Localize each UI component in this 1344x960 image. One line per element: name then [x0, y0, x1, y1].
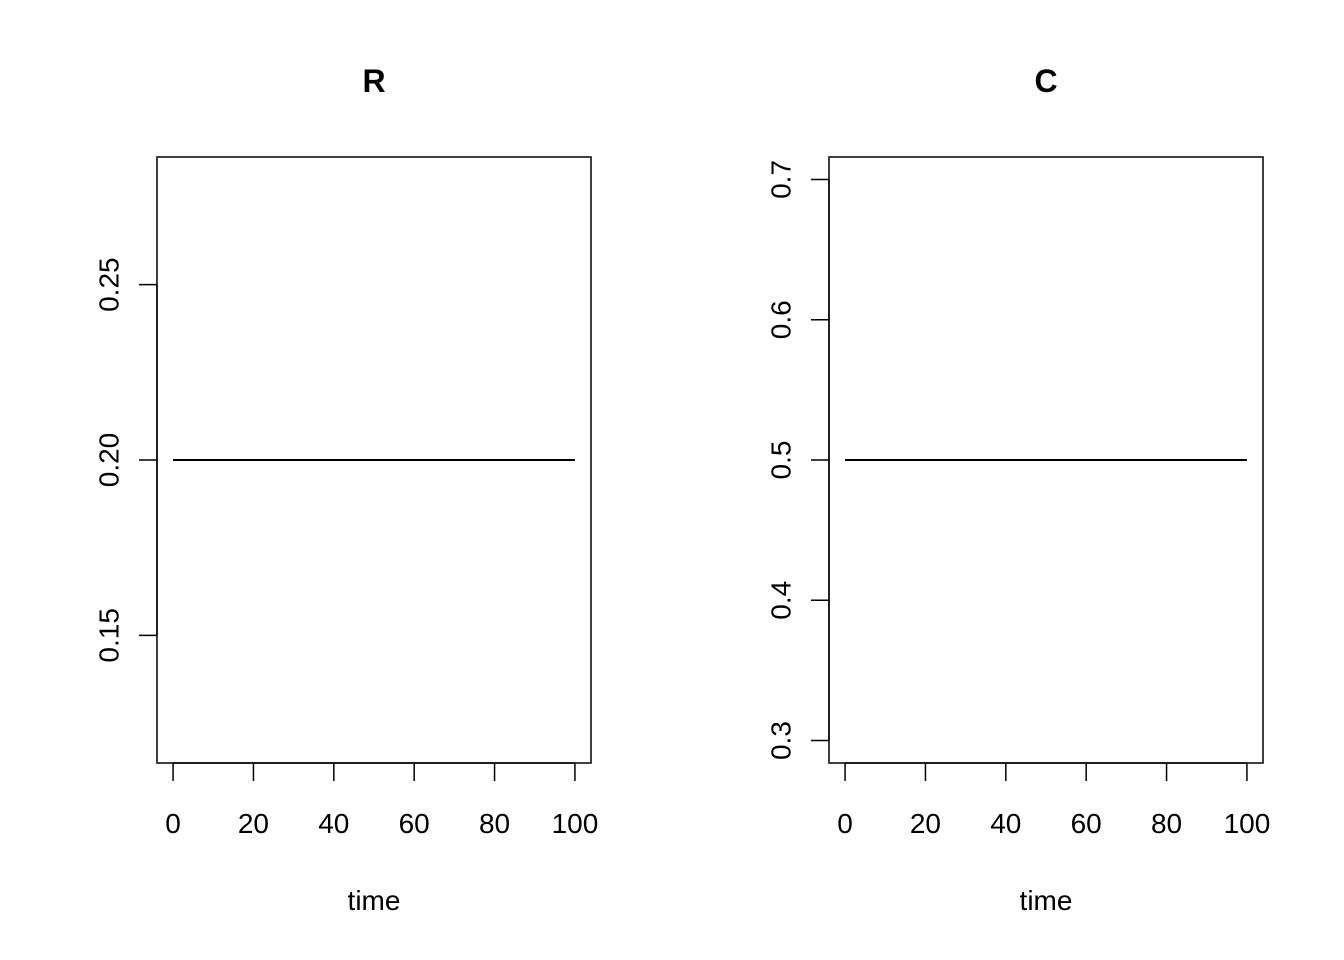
x-tick-label: 100: [552, 808, 599, 839]
y-tick-label: 0.25: [93, 257, 124, 312]
x-tick-label: 60: [399, 808, 430, 839]
x-tick-label: 80: [479, 808, 510, 839]
y-tick-label: 0.15: [93, 608, 124, 663]
chart-title: C: [1034, 63, 1057, 99]
x-tick-label: 40: [990, 808, 1021, 839]
x-tick-label: 0: [837, 808, 853, 839]
y-tick-label: 0.3: [765, 721, 796, 760]
y-tick-label: 0.4: [765, 581, 796, 620]
y-tick-label: 0.20: [93, 433, 124, 488]
x-tick-label: 20: [238, 808, 269, 839]
x-axis-label: time: [1020, 885, 1073, 916]
x-axis-label: time: [348, 885, 401, 916]
y-tick-label: 0.6: [765, 300, 796, 339]
x-tick-label: 20: [910, 808, 941, 839]
x-tick-label: 100: [1224, 808, 1271, 839]
chart-title: R: [362, 63, 385, 99]
y-tick-label: 0.5: [765, 441, 796, 480]
y-tick-label: 0.7: [765, 160, 796, 199]
x-tick-label: 40: [318, 808, 349, 839]
x-tick-label: 60: [1071, 808, 1102, 839]
x-tick-label: 80: [1151, 808, 1182, 839]
x-tick-label: 0: [165, 808, 181, 839]
